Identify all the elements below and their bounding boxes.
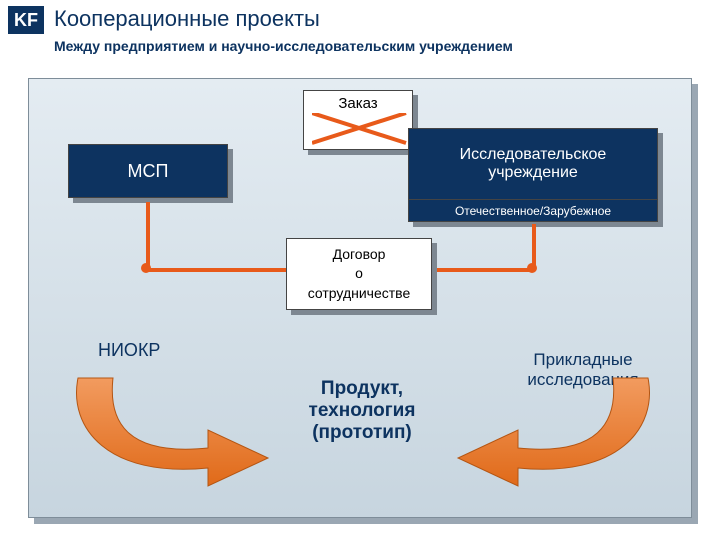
slide-header: KF Кооперационные проекты Между предприя… bbox=[0, 0, 720, 54]
slide-subtitle: Между предприятием и научно-исследовател… bbox=[54, 38, 513, 54]
kf-badge: KF bbox=[8, 6, 44, 34]
applied-line1: Прикладные bbox=[533, 350, 632, 369]
connector bbox=[146, 268, 290, 272]
node-sme: МСП bbox=[68, 144, 228, 198]
agreement-line2: о bbox=[355, 264, 363, 284]
label-product: Продукт, технология (прототип) bbox=[286, 378, 438, 444]
product-line2: технология bbox=[286, 400, 438, 422]
arrow-right-icon bbox=[438, 368, 668, 498]
node-institution-line2: учреждение bbox=[488, 164, 578, 182]
node-order-label: Заказ bbox=[338, 95, 377, 112]
node-institution-line1: Исследовательское bbox=[460, 146, 607, 164]
connector-dot bbox=[141, 263, 151, 273]
connector bbox=[428, 268, 532, 272]
label-rnd: НИОКР bbox=[98, 340, 160, 361]
agreement-line3: сотрудничестве bbox=[308, 284, 411, 304]
agreement-line1: Договор bbox=[333, 245, 386, 265]
node-institution-subtitle: Отечественное/Зарубежное bbox=[408, 200, 658, 222]
arrow-left-icon bbox=[58, 368, 288, 498]
node-institution: Исследовательское учреждение bbox=[408, 128, 658, 200]
node-sme-label: МСП bbox=[128, 161, 169, 182]
product-line1: Продукт, bbox=[286, 378, 438, 400]
slide-title: Кооперационные проекты bbox=[54, 6, 513, 32]
node-order: Заказ bbox=[303, 90, 413, 150]
product-line3: (прототип) bbox=[286, 422, 438, 444]
diagram-panel: Заказ МСП Исследовательское учреждение О… bbox=[28, 78, 692, 518]
connector bbox=[146, 202, 150, 270]
connector-dot bbox=[527, 263, 537, 273]
node-agreement: Договор о сотрудничестве bbox=[286, 238, 432, 310]
